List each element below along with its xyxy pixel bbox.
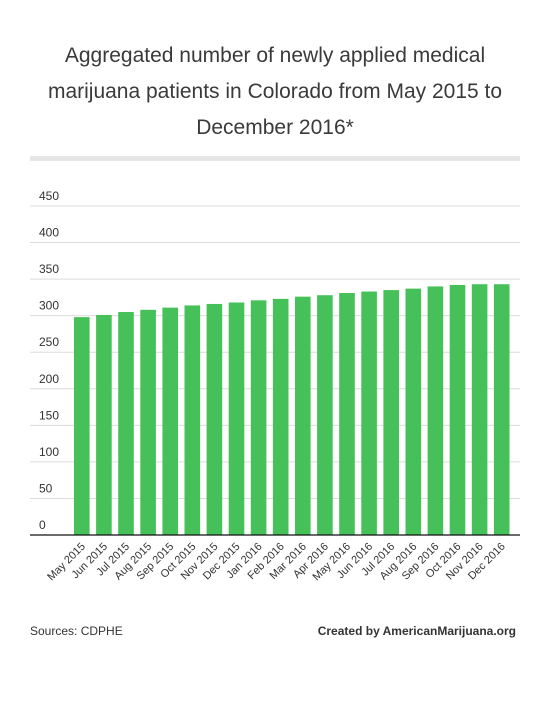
y-tick-label: 0 [39, 518, 46, 532]
y-tick-label: 450 [39, 189, 59, 203]
bar [383, 290, 399, 535]
y-tick-label: 150 [39, 408, 59, 422]
y-tick-label: 350 [39, 262, 59, 276]
bar [339, 293, 355, 535]
y-tick-label: 100 [39, 445, 59, 459]
bar [74, 317, 90, 535]
bar [295, 296, 311, 535]
bar [140, 309, 156, 535]
credit-note: Created by AmericanMarijuana.org [317, 624, 516, 638]
bar [405, 288, 422, 535]
title-divider [30, 156, 520, 161]
bar [162, 307, 178, 535]
bar [228, 302, 245, 535]
y-tick-label: 300 [39, 299, 59, 313]
bar [272, 298, 289, 535]
bar [250, 300, 267, 535]
bar [449, 284, 466, 535]
y-tick-label: 250 [39, 335, 59, 349]
chart-title: Aggregated number of newly applied medic… [47, 44, 503, 139]
bar [317, 295, 333, 535]
bar [361, 291, 377, 535]
bar [471, 284, 488, 535]
y-tick-label: 50 [39, 481, 53, 495]
source-note: Sources: CDPHE [30, 624, 123, 638]
bar [96, 314, 112, 535]
bar [206, 303, 223, 535]
bar [427, 286, 444, 535]
bar [118, 312, 134, 535]
y-tick-label: 200 [39, 372, 59, 386]
bar [184, 305, 201, 535]
bar [493, 284, 510, 535]
y-tick-label: 400 [39, 226, 59, 240]
